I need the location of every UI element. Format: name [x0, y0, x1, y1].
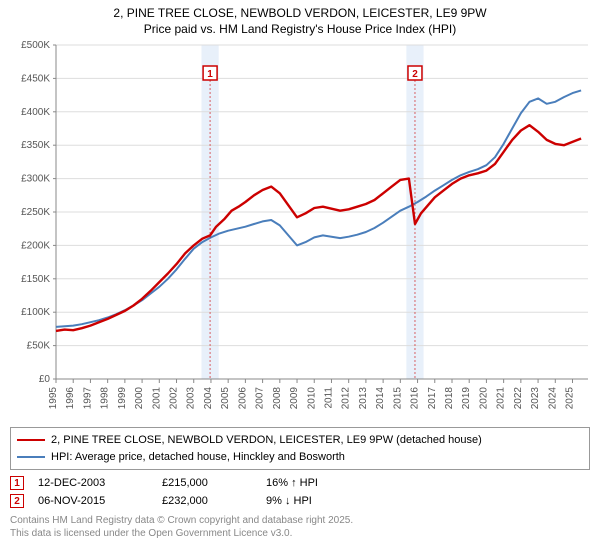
svg-text:£200K: £200K [21, 241, 50, 252]
svg-text:1999: 1999 [117, 387, 128, 410]
svg-text:£500K: £500K [21, 41, 50, 51]
sale-row: 2 06-NOV-2015 £232,000 9% ↓ HPI [10, 492, 590, 510]
svg-text:£100K: £100K [21, 307, 50, 318]
svg-text:2016: 2016 [410, 387, 421, 410]
svg-text:2008: 2008 [272, 387, 283, 410]
svg-text:£50K: £50K [27, 341, 51, 352]
svg-text:1997: 1997 [82, 387, 93, 410]
svg-text:2010: 2010 [306, 387, 317, 410]
sale-delta: 16% ↑ HPI [266, 477, 318, 489]
svg-text:2017: 2017 [427, 387, 438, 410]
svg-text:2025: 2025 [565, 387, 576, 410]
svg-text:£450K: £450K [21, 74, 50, 85]
svg-text:2015: 2015 [392, 387, 403, 410]
sale-price: £232,000 [162, 495, 252, 507]
svg-text:2009: 2009 [289, 387, 300, 410]
svg-text:£250K: £250K [21, 207, 50, 218]
svg-text:2002: 2002 [169, 387, 180, 410]
svg-text:2004: 2004 [203, 387, 214, 410]
price-chart: £0 £50K £100K £150K £200K £250K £300K £350K £400… [8, 41, 592, 421]
svg-text:2: 2 [412, 69, 418, 80]
legend-row-property: 2, PINE TREE CLOSE, NEWBOLD VERDON, LEIC… [17, 432, 583, 449]
svg-text:2006: 2006 [237, 387, 248, 410]
svg-text:£400K: £400K [21, 107, 50, 118]
sales-table: 1 12-DEC-2003 £215,000 16% ↑ HPI 2 06-NO… [10, 474, 590, 510]
legend-label-hpi: HPI: Average price, detached house, Hinc… [51, 449, 345, 466]
svg-text:2005: 2005 [220, 387, 231, 410]
svg-text:1: 1 [207, 69, 213, 80]
legend-label-property: 2, PINE TREE CLOSE, NEWBOLD VERDON, LEIC… [51, 432, 482, 449]
legend-row-hpi: HPI: Average price, detached house, Hinc… [17, 449, 583, 466]
sale-delta: 9% ↓ HPI [266, 495, 312, 507]
svg-text:£350K: £350K [21, 140, 50, 151]
attribution-line: Contains HM Land Registry data © Crown c… [10, 514, 590, 527]
sale-date: 12-DEC-2003 [38, 477, 148, 489]
sale-price: £215,000 [162, 477, 252, 489]
sale-row: 1 12-DEC-2003 £215,000 16% ↑ HPI [10, 474, 590, 492]
page-title: 2, PINE TREE CLOSE, NEWBOLD VERDON, LEIC… [8, 6, 592, 22]
svg-text:£150K: £150K [21, 274, 50, 285]
attribution-line: This data is licensed under the Open Gov… [10, 527, 590, 540]
svg-text:2014: 2014 [375, 387, 386, 410]
svg-text:2011: 2011 [323, 387, 334, 409]
svg-text:2020: 2020 [478, 387, 489, 410]
legend: 2, PINE TREE CLOSE, NEWBOLD VERDON, LEIC… [10, 427, 590, 470]
svg-text:1996: 1996 [65, 387, 76, 410]
sale-marker-1: 1 [10, 476, 24, 490]
svg-text:2021: 2021 [496, 387, 507, 410]
sale-marker-2: 2 [10, 494, 24, 508]
legend-swatch-hpi [17, 456, 45, 458]
svg-text:2001: 2001 [151, 387, 162, 410]
svg-text:2007: 2007 [255, 387, 266, 410]
attribution: Contains HM Land Registry data © Crown c… [10, 514, 590, 540]
svg-text:2019: 2019 [461, 387, 472, 410]
svg-text:2018: 2018 [444, 387, 455, 410]
svg-text:2022: 2022 [513, 387, 524, 410]
svg-text:£300K: £300K [21, 174, 50, 185]
svg-text:2003: 2003 [186, 387, 197, 410]
svg-text:£0: £0 [39, 374, 51, 385]
svg-text:2013: 2013 [358, 387, 369, 410]
page-subtitle: Price paid vs. HM Land Registry's House … [8, 22, 592, 38]
chart-svg: £0 £50K £100K £150K £200K £250K £300K £350K £400… [8, 41, 592, 421]
svg-text:2012: 2012 [341, 387, 352, 410]
svg-text:2024: 2024 [547, 387, 558, 410]
svg-text:2000: 2000 [134, 387, 145, 410]
svg-text:2023: 2023 [530, 387, 541, 410]
sale-date: 06-NOV-2015 [38, 495, 148, 507]
svg-text:1995: 1995 [48, 387, 59, 410]
svg-text:1998: 1998 [100, 387, 111, 410]
legend-swatch-property [17, 439, 45, 441]
